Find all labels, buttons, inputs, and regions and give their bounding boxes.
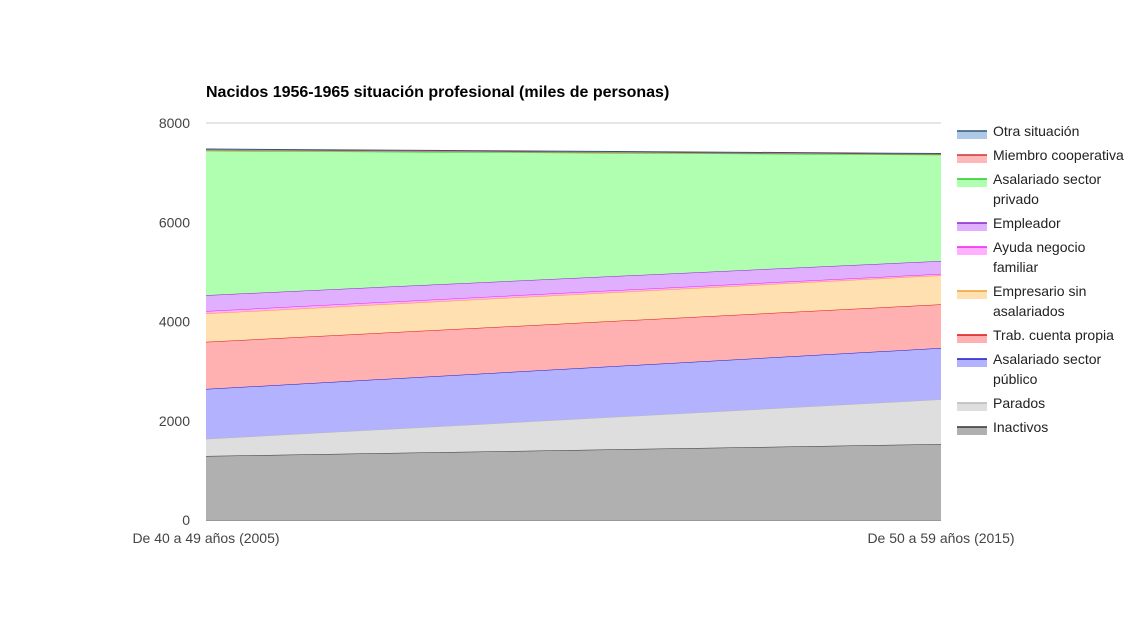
legend-label: Asalariado sector <box>993 171 1102 187</box>
y-axis-ticks: 0 2000 4000 6000 8000 <box>159 115 190 528</box>
legend-label: familiar <box>993 259 1038 275</box>
x-axis-ticks: De 40 a 49 años (2005) De 50 a 59 años (2… <box>132 530 1014 546</box>
area-ayuda-negocio-familiar <box>206 273 941 314</box>
legend-label: privado <box>993 191 1039 207</box>
legend-swatch <box>957 291 987 299</box>
legend-swatch <box>957 427 987 435</box>
y-tick-label: 2000 <box>159 413 190 429</box>
x-tick-label: De 50 a 59 años (2015) <box>867 530 1014 546</box>
area-asalariado-sector-p-blico <box>206 348 941 439</box>
legend-label: público <box>993 371 1038 387</box>
legend-item: Otra situación <box>957 123 1079 139</box>
y-tick-label: 0 <box>182 512 190 528</box>
legend-swatch <box>957 223 987 231</box>
y-tick-label: 4000 <box>159 314 190 330</box>
legend-item: Miembro cooperativa <box>957 147 1124 163</box>
legend-item: Empleador <box>957 215 1061 231</box>
legend-item: Empresario sin asalariados <box>957 283 1086 319</box>
legend-item: Asalariado sector privado <box>957 171 1102 207</box>
area-inactivos <box>206 444 941 520</box>
legend-swatch <box>957 403 987 411</box>
legend-item: Ayuda negocio familiar <box>957 239 1086 275</box>
legend-item: Trab. cuenta propia <box>957 327 1114 343</box>
legend-swatch <box>957 335 987 343</box>
legend-label: asalariados <box>993 303 1065 319</box>
area-empresario-sin-asalariados <box>206 275 941 342</box>
series-line <box>205 443 942 457</box>
legend-item: Parados <box>957 395 1045 411</box>
legend-label: Empresario sin <box>993 283 1086 299</box>
legend-item: Inactivos <box>957 419 1048 435</box>
legend-label: Parados <box>993 395 1045 411</box>
legend-label: Miembro cooperativa <box>993 147 1124 163</box>
legend-item: Asalariado sector público <box>957 351 1102 387</box>
legend-swatch <box>957 247 987 255</box>
series-line <box>205 148 942 155</box>
y-tick-label: 8000 <box>159 115 190 131</box>
legend-label: Ayuda negocio <box>993 239 1086 255</box>
legend-swatch <box>957 179 987 187</box>
chart-title: Nacidos 1956-1965 situación profesional … <box>206 84 669 101</box>
x-tick-label: De 40 a 49 años (2005) <box>132 530 279 546</box>
area-trab-cuenta-propia <box>206 304 941 389</box>
area-series <box>205 148 942 520</box>
area-parados <box>206 399 941 456</box>
series-line <box>205 274 942 315</box>
area-asalariado-sector-privado <box>206 150 941 296</box>
legend-label: Inactivos <box>993 419 1048 435</box>
legend: Otra situación Miembro cooperativa Asalari… <box>957 123 1124 435</box>
legend-label: Otra situación <box>993 123 1079 139</box>
area-empleador <box>206 260 941 312</box>
legend-label: Trab. cuenta propia <box>993 327 1114 343</box>
series-line <box>205 149 942 155</box>
legend-label: Asalariado sector <box>993 351 1102 367</box>
legend-swatch <box>957 155 987 163</box>
series-line <box>205 273 942 312</box>
y-tick-label: 6000 <box>159 214 190 230</box>
legend-swatch <box>957 131 987 139</box>
legend-label: Empleador <box>993 215 1061 231</box>
legend-swatch <box>957 359 987 367</box>
